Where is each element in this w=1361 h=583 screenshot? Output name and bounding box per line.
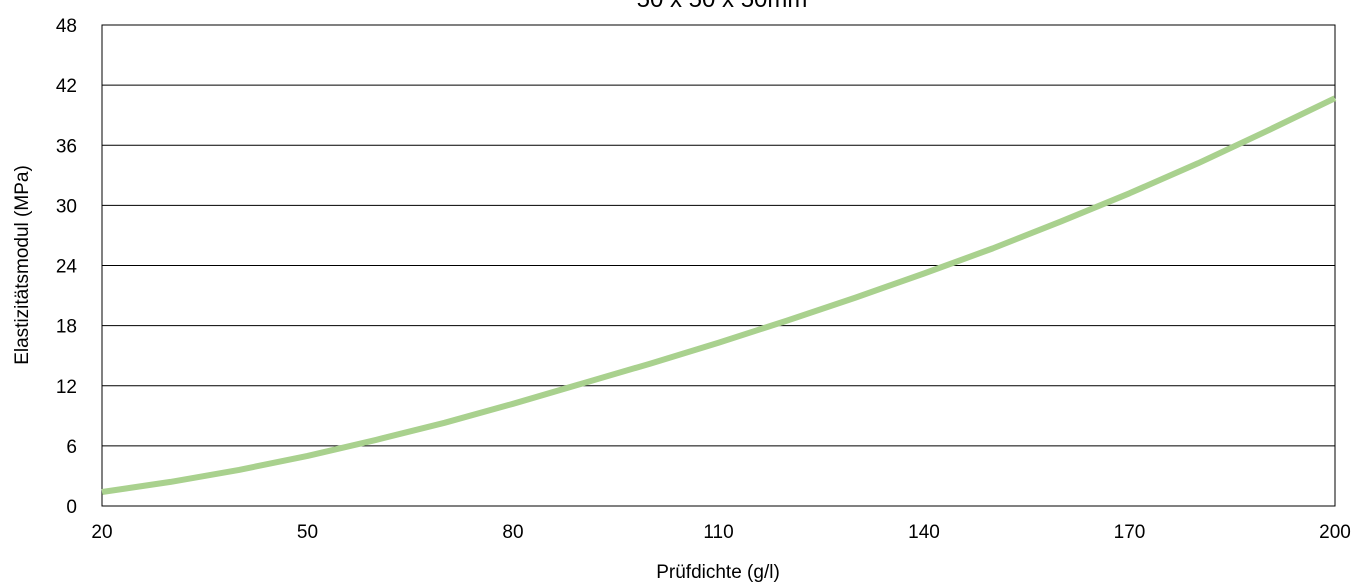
x-tick-label: 20 — [91, 522, 112, 543]
x-tick-label: 50 — [297, 522, 318, 543]
y-tick-label: 30 — [56, 196, 77, 217]
y-axis-title: Elastizitätsmodul (MPa) — [12, 165, 33, 365]
y-tick-label: 0 — [66, 497, 77, 518]
x-axis-ticks: 20 50 80 110 140 170 200 — [91, 522, 1350, 543]
x-tick-label: 140 — [908, 522, 940, 543]
x-tick-label: 80 — [502, 522, 523, 543]
chart-title: 50 x 50 x 50mm — [637, 0, 808, 13]
y-tick-label: 12 — [56, 377, 77, 398]
gridlines — [102, 84, 1335, 447]
x-tick-label: 200 — [1319, 522, 1351, 543]
y-tick-label: 36 — [56, 136, 77, 157]
y-tick-label: 18 — [56, 317, 77, 338]
x-tick-label: 110 — [703, 522, 733, 543]
plot-area — [101, 24, 1336, 507]
x-tick-label: 170 — [1114, 522, 1146, 543]
y-tick-label: 24 — [56, 257, 78, 278]
series-group — [101, 95, 1337, 495]
y-tick-label: 42 — [56, 76, 77, 97]
y-axis-ticks: 0 6 12 18 24 30 36 42 48 — [56, 16, 78, 518]
y-tick-label: 6 — [66, 437, 77, 458]
series-line-0 — [101, 95, 1337, 495]
y-tick-label: 48 — [56, 16, 77, 37]
x-axis-title: Prüfdichte (g/l) — [656, 562, 780, 583]
